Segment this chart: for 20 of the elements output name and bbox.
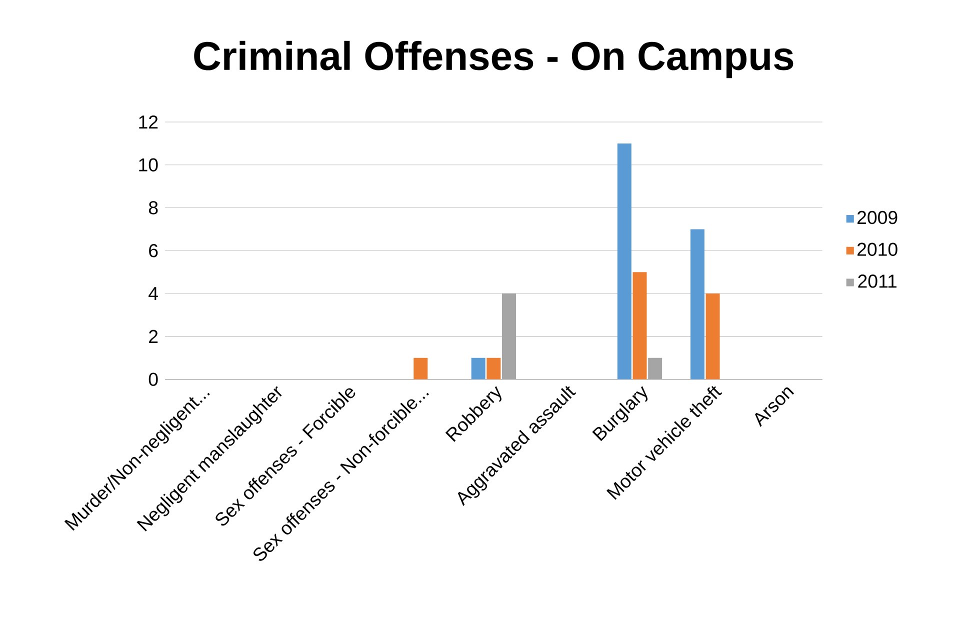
y-tick-label: 0 (148, 372, 158, 386)
bar (648, 358, 662, 380)
bar (706, 294, 720, 380)
legend-label: 2011 (858, 274, 896, 288)
bar (617, 143, 632, 380)
legend-label: 2010 (858, 242, 898, 256)
y-tick-label: 4 (148, 287, 158, 300)
bar (690, 229, 704, 380)
bar (471, 358, 486, 380)
bar (632, 272, 647, 380)
y-tick-label: 6 (149, 244, 158, 258)
y-tick-label: 10 (139, 158, 158, 172)
y-tick-label: 8 (148, 201, 158, 214)
y-tick-label: 2 (149, 330, 158, 343)
y-tick-label: 12 (139, 115, 158, 129)
bar (486, 358, 501, 380)
chart-title: Criminal Offenses - On Campus (194, 40, 794, 78)
bar (502, 294, 516, 380)
legend-label: 2009 (858, 210, 898, 224)
bar (414, 358, 428, 380)
